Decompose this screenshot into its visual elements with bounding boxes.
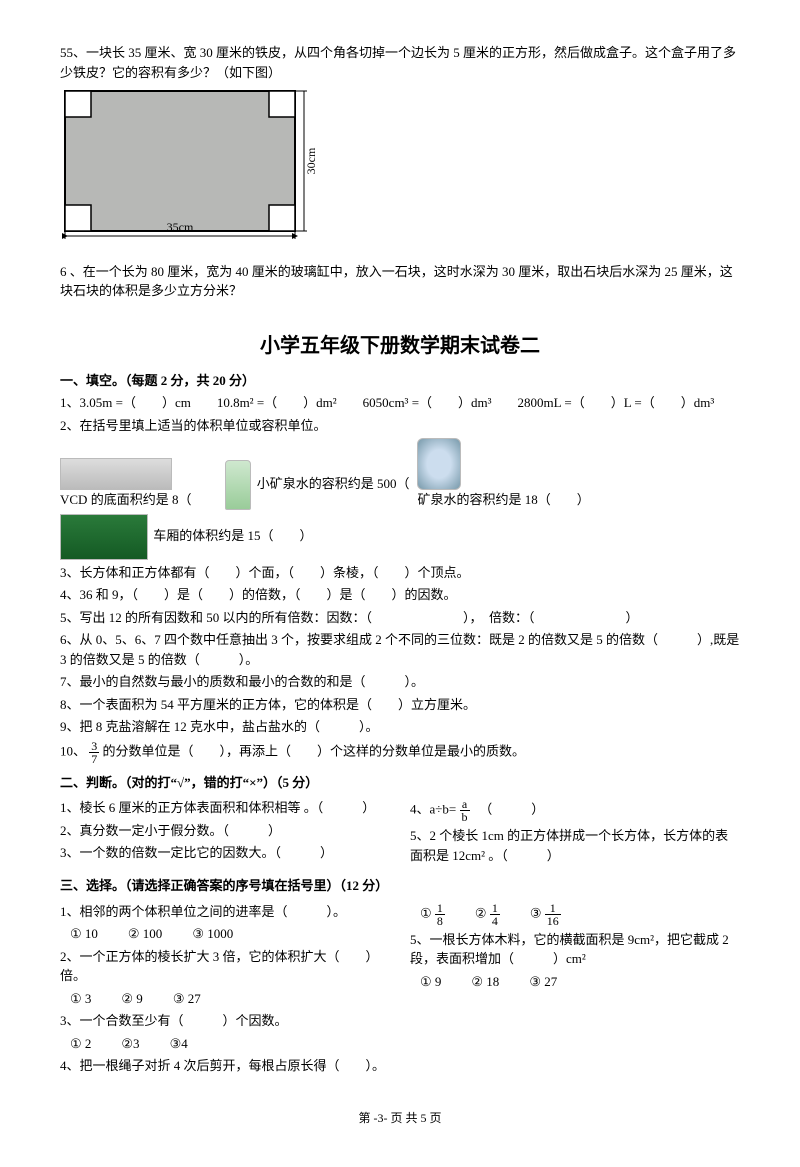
option: ③ 27	[529, 972, 557, 992]
s3-question: 3、一个合数至少有（ ）个因数。	[60, 1011, 390, 1031]
truck-label: 车厢的体积约是 15（ ）	[153, 527, 312, 542]
s2-item: 3、一个数的倍数一定比它的因数大。（ ）	[60, 843, 390, 863]
s2-q5: 5、2 个棱长 1cm 的正方体拼成一个长方体，长方体的表面积是 12cm² 。…	[410, 826, 740, 865]
s3-question: 2、一个正方体的棱长扩大 3 倍，它的体积扩大（ ）倍。	[60, 947, 390, 986]
s3-options: ① 2②3③4	[70, 1034, 390, 1054]
s2-left-col: 1、棱长 6 厘米的正方体表面积和体积相等 。（ ） 2、真分数一定小于假分数。（…	[60, 795, 390, 868]
s1-q3: 3、长方体和正方体都有（ ）个面，（ ）条棱，（ ）个顶点。	[60, 563, 740, 583]
s3-q4-opts: ① 18 ② 14 ③ 116	[420, 902, 740, 927]
page-footer: 第 -3- 页 共 5 页	[60, 1109, 740, 1127]
s2-item: 2、真分数一定小于假分数。（ ）	[60, 821, 390, 841]
s1-q8: 8、一个表面积为 54 平方厘米的正方体，它的体积是（ ）立方厘米。	[60, 695, 740, 715]
q55-text: 55、一块长 35 厘米、宽 30 厘米的铁皮，从四个角各切掉一个边长为 5 厘…	[60, 43, 740, 82]
big-bottle-image	[417, 438, 461, 490]
svg-text:35cm: 35cm	[167, 220, 194, 234]
s3-options: ① 3② 9③ 27	[70, 989, 390, 1009]
paper2-title: 小学五年级下册数学期末试卷二	[60, 331, 740, 361]
s3-right-col: ① 18 ② 14 ③ 116 5、一根长方体木料，它的横截面积是 9cm²，把它截…	[410, 899, 740, 1079]
frac-option: ③ 116	[530, 902, 561, 927]
small-bottle-label: 小矿泉水的容积约是 500（	[257, 475, 410, 490]
truck-image	[60, 514, 148, 560]
s3-q5: 5、一根长方体木料，它的横截面积是 9cm²，把它截成 2 段，表面积增加（ ）…	[410, 930, 740, 969]
box-diagram: 35cm 30cm	[60, 86, 740, 252]
svg-text:30cm: 30cm	[304, 147, 318, 174]
s1-q2: 2、在括号里填上适当的体积单位或容积单位。	[60, 416, 740, 436]
s1-q6: 6、从 0、5、6、7 四个数中任意抽出 3 个，按要求组成 2 个不同的三位数…	[60, 630, 740, 669]
big-bottle-label: 矿泉水的容积约是 18（ ）	[417, 492, 589, 507]
section1-head: 一、填空。（每题 2 分，共 20 分）	[60, 371, 740, 391]
s2-item: 1、棱长 6 厘米的正方体表面积和体积相等 。（ ）	[60, 798, 390, 818]
frac-option: ② 14	[475, 902, 500, 927]
s1-q1: 1、3.05m =（ ）cm 10.8m² =（ ）dm² 6050cm³ =（…	[60, 393, 740, 413]
frac-3-7: 3 7	[89, 740, 99, 765]
frac-option: ① 18	[420, 902, 445, 927]
s3-question: 4、把一根绳子对折 4 次后剪开，每根占原长得（ ）。	[60, 1056, 390, 1076]
vcd-image	[60, 458, 172, 490]
s1-q7: 7、最小的自然数与最小的质数和最小的合数的和是（ ）。	[60, 672, 740, 692]
option: ② 18	[471, 972, 499, 992]
s3-options: ① 10② 100③ 1000	[70, 924, 390, 944]
s1-q10: 10、 3 7 的分数单位是（ ），再添上（ ）个这样的分数单位是最小的质数。	[60, 740, 740, 765]
q6-text: 6 、在一个长为 80 厘米，宽为 40 厘米的玻璃缸中，放入一石块，这时水深为…	[60, 262, 740, 301]
s3-question: 1、相邻的两个体积单位之间的进率是（ ）。	[60, 902, 390, 922]
s1-q5: 5、写出 12 的所有因数和 50 以内的所有倍数：因数：（ ）， 倍数：（ ）	[60, 608, 740, 628]
option: ① 9	[420, 972, 441, 992]
image-row: VCD 的底面积约是 8（ 小矿泉水的容积约是 500（ 矿泉水的容积约是 18…	[60, 438, 740, 560]
s1-q4: 4、36 和 9，（ ）是（ ）的倍数，（ ）是（ ）的因数。	[60, 585, 740, 605]
frac-a-b: a b	[460, 798, 470, 823]
small-bottle-image	[225, 460, 251, 510]
section3-head: 三、选择。（请选择正确答案的序号填在括号里）（12 分）	[60, 876, 740, 896]
section2-head: 二、判断。（对的打“√”，错的打“×”）（5 分）	[60, 773, 740, 793]
s3-left-col: 1、相邻的两个体积单位之间的进率是（ ）。① 10② 100③ 1000 2、一个…	[60, 899, 390, 1079]
vcd-label: VCD 的底面积约是 8（	[60, 492, 217, 507]
s1-q9: 9、把 8 克盐溶解在 12 克水中，盐占盐水的（ ）。	[60, 717, 740, 737]
s3-q5-opts: ① 9 ② 18 ③ 27	[420, 972, 740, 992]
s2-right-col: 4、a÷b= a b （ ） 5、2 个棱长 1cm 的正方体拼成一个长方体，长…	[410, 795, 740, 868]
